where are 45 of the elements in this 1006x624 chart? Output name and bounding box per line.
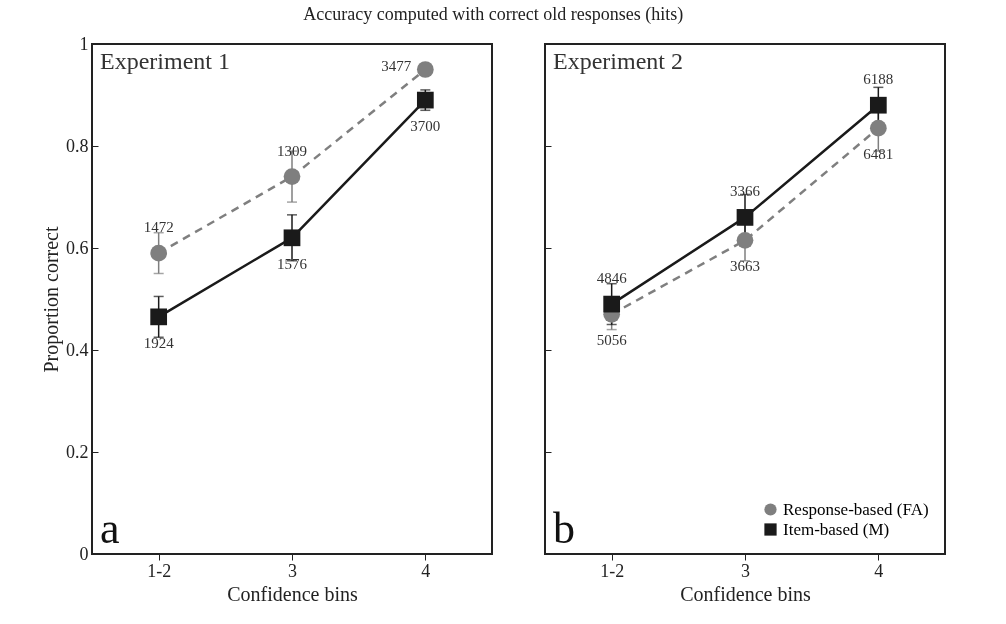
point [736, 232, 754, 249]
x-axis-title: Confidence bins [680, 582, 811, 605]
point [150, 308, 168, 326]
point [869, 119, 887, 137]
annotation: 1576 [277, 255, 308, 272]
x-tick-label: 3 [741, 560, 750, 581]
point [283, 229, 301, 247]
annotation: 1924 [143, 334, 175, 351]
y-tick-label: 0 [79, 543, 89, 564]
x-tick-label: 4 [421, 560, 431, 581]
annotation: 3477 [381, 57, 412, 74]
annotation: 3700 [410, 118, 441, 135]
point [150, 244, 168, 262]
legend-label: Response-based (FA) [783, 499, 929, 519]
x-tick-label: 1-2 [147, 560, 172, 581]
annotation: 6188 [863, 71, 894, 88]
point [416, 91, 434, 109]
point [603, 295, 621, 313]
chart-title: Accuracy computed with correct old responses (hits) [303, 4, 684, 25]
annotation: Experiment 2 [553, 48, 683, 74]
annotation: 1472 [143, 219, 174, 236]
annotation: 1309 [277, 142, 307, 159]
annotation: a [100, 504, 120, 553]
annotation: 5056 [596, 332, 628, 349]
x-tick-label: 4 [874, 560, 884, 581]
x-tick-label: 3 [288, 560, 297, 581]
point [283, 168, 301, 185]
point [869, 96, 887, 114]
y-tick-label: 1 [79, 33, 89, 54]
point [736, 209, 754, 226]
y-tick-label: 0.6 [66, 237, 89, 258]
annotation: 4846 [596, 270, 628, 287]
x-axis-title: Confidence bins [227, 582, 358, 605]
point [416, 61, 434, 78]
y-axis-title: Proportion correct [40, 226, 63, 373]
x-tick-label: 1-2 [600, 560, 625, 581]
annotation: 3366 [730, 183, 761, 200]
y-tick-label: 0.8 [66, 135, 89, 156]
legend-label: Item-based (M) [783, 519, 890, 539]
annotation: Experiment 1 [100, 48, 230, 74]
y-tick-label: 0.4 [66, 339, 89, 360]
annotation: b [553, 504, 575, 553]
annotation: 3663 [730, 258, 760, 275]
y-tick-label: 0.2 [66, 441, 89, 462]
annotation: 6481 [863, 146, 894, 163]
